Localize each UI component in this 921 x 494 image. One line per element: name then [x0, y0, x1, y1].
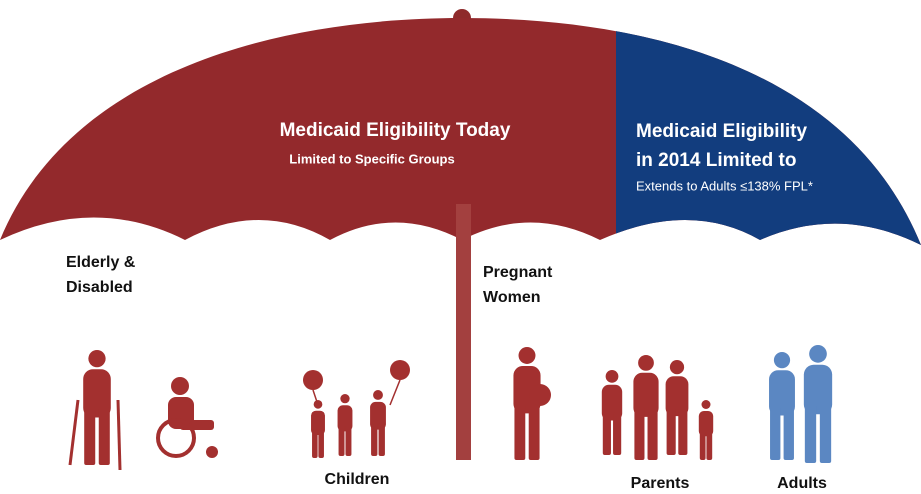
silhouette-part — [514, 404, 525, 461]
group-label: Pregnant — [483, 264, 553, 281]
silhouette-part — [99, 408, 110, 466]
silhouette-part — [820, 404, 831, 463]
silhouette-part — [770, 406, 780, 460]
umbrella-handle — [456, 204, 471, 460]
group-label: Adults — [777, 475, 827, 492]
silhouette-part — [529, 384, 551, 406]
silhouette-part — [118, 400, 120, 470]
silhouette-part — [784, 406, 794, 460]
silhouette-part — [379, 423, 385, 456]
silhouette-part — [371, 423, 377, 456]
silhouette-part — [700, 430, 706, 460]
group-label: Elderly & — [66, 254, 136, 271]
silhouette-part — [634, 408, 644, 461]
silhouette-part — [84, 408, 95, 466]
left-subtitle: Limited to Specific Groups — [289, 151, 454, 166]
silhouette-part — [390, 360, 410, 380]
silhouette-part — [318, 429, 324, 458]
silhouette-part — [706, 430, 712, 460]
silhouette-part — [88, 350, 105, 367]
group-label: Parents — [631, 475, 690, 492]
silhouette-part — [339, 425, 345, 456]
silhouette-part — [345, 425, 351, 456]
right-subtitle: Extends to Adults ≤138% FPL* — [636, 178, 813, 193]
silhouette-part — [206, 446, 218, 458]
silhouette-part — [809, 345, 827, 363]
silhouette-part — [670, 360, 684, 374]
silhouette-part — [519, 347, 536, 364]
silhouette-part — [303, 370, 323, 390]
silhouette-part — [390, 380, 400, 405]
silhouette-part — [373, 390, 383, 400]
silhouette-part — [340, 394, 349, 403]
group-label: Disabled — [66, 279, 133, 296]
silhouette-part — [312, 429, 318, 458]
silhouette-part — [171, 377, 189, 395]
silhouette-part — [70, 400, 78, 465]
right-title: in 2014 Limited to — [636, 150, 796, 171]
silhouette-part — [638, 355, 654, 371]
group-label: Women — [483, 289, 540, 306]
silhouette-part — [678, 408, 687, 456]
silhouette-part — [648, 408, 658, 461]
silhouette-part — [613, 413, 621, 456]
silhouette-part — [667, 408, 676, 456]
silhouette-part — [774, 352, 790, 368]
silhouette-part — [603, 413, 611, 456]
silhouette-part — [529, 404, 540, 461]
silhouette-part — [606, 370, 619, 383]
left-title: Medicaid Eligibility Today — [280, 120, 511, 141]
right-title: Medicaid Eligibility — [636, 121, 807, 142]
silhouette-part — [702, 400, 711, 409]
silhouette-part — [805, 404, 816, 463]
infographic: Medicaid Eligibility Today Limited to Sp… — [0, 0, 921, 494]
silhouettes — [70, 345, 832, 470]
group-label: Children — [325, 471, 390, 488]
